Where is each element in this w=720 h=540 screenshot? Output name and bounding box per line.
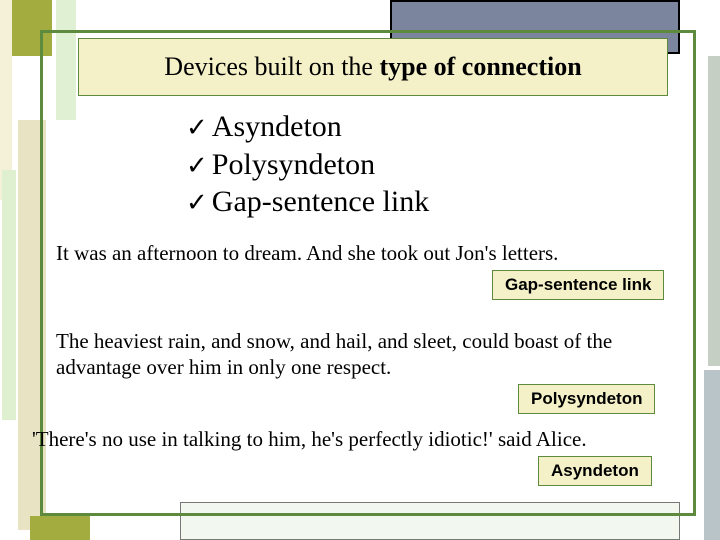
bullet-text: Gap-sentence link (212, 183, 429, 221)
bullet-text: Asyndeton (212, 108, 342, 146)
decor-rect (704, 370, 720, 540)
checkmark-icon: ✓ (186, 111, 208, 144)
example-tag-2: Polysyndeton (518, 384, 655, 414)
slide-title: Devices built on the type of connection (78, 38, 668, 96)
example-text-2: The heaviest rain, and snow, and hail, a… (56, 328, 696, 381)
decor-rect (708, 56, 720, 366)
list-item: ✓ Asyndeton (186, 108, 429, 146)
list-item: ✓ Polysyndeton (186, 146, 429, 184)
example-text-3: 'There's no use in talking to him, he's … (32, 426, 704, 452)
bullet-text: Polysyndeton (212, 146, 375, 184)
checkmark-icon: ✓ (186, 186, 208, 219)
example-tag-3: Asyndeton (538, 456, 652, 486)
example-text-1: It was an afternoon to dream. And she to… (56, 240, 696, 266)
decor-rect (2, 170, 16, 420)
example-tag-1: Gap-sentence link (492, 270, 664, 300)
list-item: ✓ Gap-sentence link (186, 183, 429, 221)
bullet-list: ✓ Asyndeton ✓ Polysyndeton ✓ Gap-sentenc… (186, 108, 429, 221)
title-bold: type of connection (379, 52, 581, 81)
decor-rect-olive-bottom (30, 516, 90, 540)
checkmark-icon: ✓ (186, 149, 208, 182)
title-prefix: Devices built on the (164, 52, 379, 81)
